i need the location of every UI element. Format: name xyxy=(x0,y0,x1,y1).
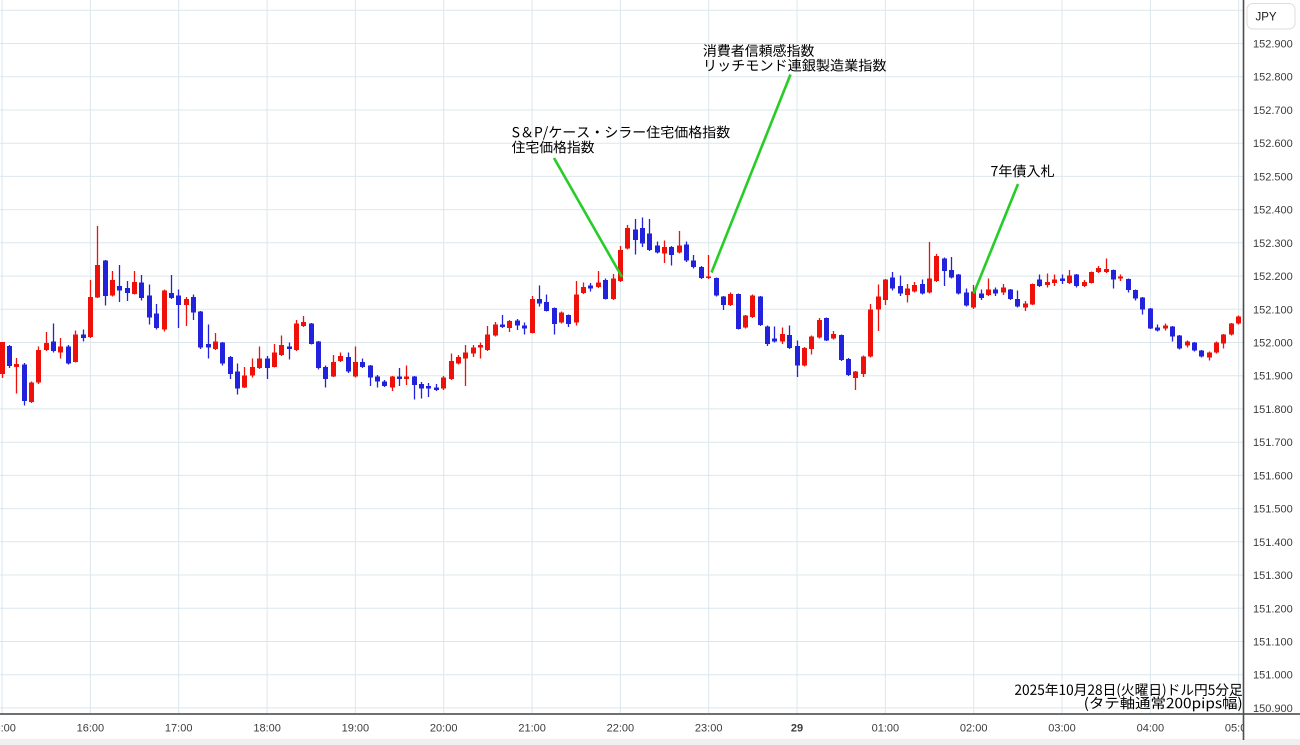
svg-text:22:00: 22:00 xyxy=(607,723,635,735)
svg-text:152.600: 152.600 xyxy=(1253,138,1293,150)
svg-text:15:00: 15:00 xyxy=(0,723,16,735)
svg-text:152.100: 152.100 xyxy=(1253,304,1293,316)
svg-text:05:00: 05:00 xyxy=(1225,723,1253,735)
svg-text:151.300: 151.300 xyxy=(1253,570,1293,582)
svg-text:17:00: 17:00 xyxy=(165,723,193,735)
svg-text:04:00: 04:00 xyxy=(1137,723,1165,735)
svg-text:152.000: 152.000 xyxy=(1253,338,1293,350)
svg-text:20:00: 20:00 xyxy=(430,723,458,735)
svg-text:02:00: 02:00 xyxy=(960,723,988,735)
svg-text:151.700: 151.700 xyxy=(1253,437,1293,449)
svg-text:19:00: 19:00 xyxy=(342,723,370,735)
svg-text:152.400: 152.400 xyxy=(1253,205,1293,217)
svg-text:21:00: 21:00 xyxy=(518,723,546,735)
svg-text:152.700: 152.700 xyxy=(1253,105,1293,117)
svg-text:JPY: JPY xyxy=(1255,11,1276,23)
svg-text:16:00: 16:00 xyxy=(77,723,105,735)
svg-text:29: 29 xyxy=(791,723,803,735)
svg-text:152.500: 152.500 xyxy=(1253,171,1293,183)
svg-text:151.200: 151.200 xyxy=(1253,603,1293,615)
svg-text:152.200: 152.200 xyxy=(1253,271,1293,283)
svg-text:152.800: 152.800 xyxy=(1253,72,1293,84)
svg-text:152.300: 152.300 xyxy=(1253,238,1293,250)
svg-text:18:00: 18:00 xyxy=(253,723,281,735)
svg-text:151.800: 151.800 xyxy=(1253,404,1293,416)
svg-text:151.400: 151.400 xyxy=(1253,537,1293,549)
svg-text:23:00: 23:00 xyxy=(695,723,723,735)
svg-text:151.100: 151.100 xyxy=(1253,637,1293,649)
svg-text:151.900: 151.900 xyxy=(1253,371,1293,383)
svg-text:151.500: 151.500 xyxy=(1253,504,1293,516)
svg-text:01:00: 01:00 xyxy=(872,723,900,735)
svg-text:03:00: 03:00 xyxy=(1048,723,1076,735)
svg-text:151.000: 151.000 xyxy=(1253,670,1293,682)
svg-text:151.600: 151.600 xyxy=(1253,470,1293,482)
svg-text:152.900: 152.900 xyxy=(1253,39,1293,51)
svg-text:150.900: 150.900 xyxy=(1253,703,1293,715)
